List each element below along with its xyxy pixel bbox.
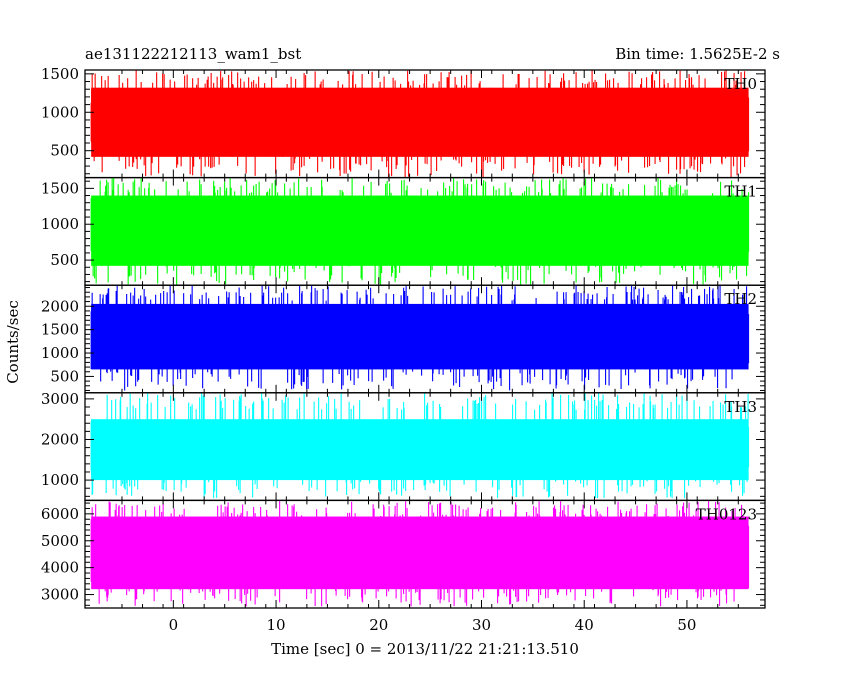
panel-label: TH3 bbox=[724, 398, 757, 416]
y-axis-label: Counts/sec bbox=[4, 300, 22, 384]
y-tick-label: 1000 bbox=[41, 471, 79, 489]
y-tick-label: 3000 bbox=[41, 390, 79, 408]
y-tick-label: 1500 bbox=[41, 65, 79, 83]
x-tick-label: 40 bbox=[575, 616, 594, 634]
x-tick-label: 10 bbox=[267, 616, 286, 634]
series-band-th3 bbox=[91, 419, 749, 481]
y-tick-label: 500 bbox=[50, 251, 79, 269]
panel-th3: 1000 2000 3000 TH3 bbox=[41, 390, 766, 502]
panels-group: 500 1000 1500 TH0 500 1000 1500 TH1 500 1000 1500 2… bbox=[41, 65, 766, 609]
panel-th0: 500 1000 1500 TH0 bbox=[41, 65, 766, 179]
panel-label: TH2 bbox=[724, 290, 757, 308]
panel-frame bbox=[84, 499, 766, 609]
y-tick-label: 2000 bbox=[41, 430, 79, 448]
y-tick-label: 3000 bbox=[41, 586, 79, 604]
panel-label: TH0 bbox=[724, 75, 757, 93]
panel-th0123: 3000 4000 5000 6000 TH0123 bbox=[41, 499, 766, 609]
y-tick-label: 5000 bbox=[41, 532, 79, 550]
panel-th2: 500 1000 1500 2000 TH2 bbox=[41, 284, 766, 394]
y-tick-label: 500 bbox=[50, 367, 79, 385]
y-tick-label: 1500 bbox=[41, 179, 79, 197]
y-tick-label: 1000 bbox=[41, 215, 79, 233]
x-axis-label: Time [sec] 0 = 2013/11/22 21:21:13.510 bbox=[271, 640, 579, 658]
series-band-th0 bbox=[91, 87, 749, 157]
y-tick-label: 1500 bbox=[41, 321, 79, 339]
x-tick-label: 20 bbox=[369, 616, 388, 634]
x-axis: 0 10 20 30 40 50 bbox=[169, 616, 697, 634]
x-tick-label: 50 bbox=[677, 616, 696, 634]
x-tick-label: 30 bbox=[472, 616, 491, 634]
x-tick-label: 0 bbox=[169, 616, 179, 634]
series-band-th0123 bbox=[91, 516, 749, 590]
y-tick-label: 500 bbox=[50, 142, 79, 160]
y-tick-label: 1000 bbox=[41, 103, 79, 121]
bin-time-label: Bin time: 1.5625E-2 s bbox=[615, 45, 780, 63]
y-tick-label: 4000 bbox=[41, 559, 79, 577]
series-band-th1 bbox=[91, 195, 749, 266]
y-tick-label: 6000 bbox=[41, 505, 79, 523]
panel-label: TH0123 bbox=[696, 505, 757, 523]
panel-label: TH1 bbox=[724, 183, 757, 201]
panel-th1: 500 1000 1500 TH1 bbox=[41, 176, 766, 286]
series-band-th2 bbox=[91, 303, 749, 370]
y-tick-label: 2000 bbox=[41, 297, 79, 315]
y-tick-label: 1000 bbox=[41, 344, 79, 362]
chart-title: ae131122212113_wam1_bst bbox=[85, 45, 301, 63]
